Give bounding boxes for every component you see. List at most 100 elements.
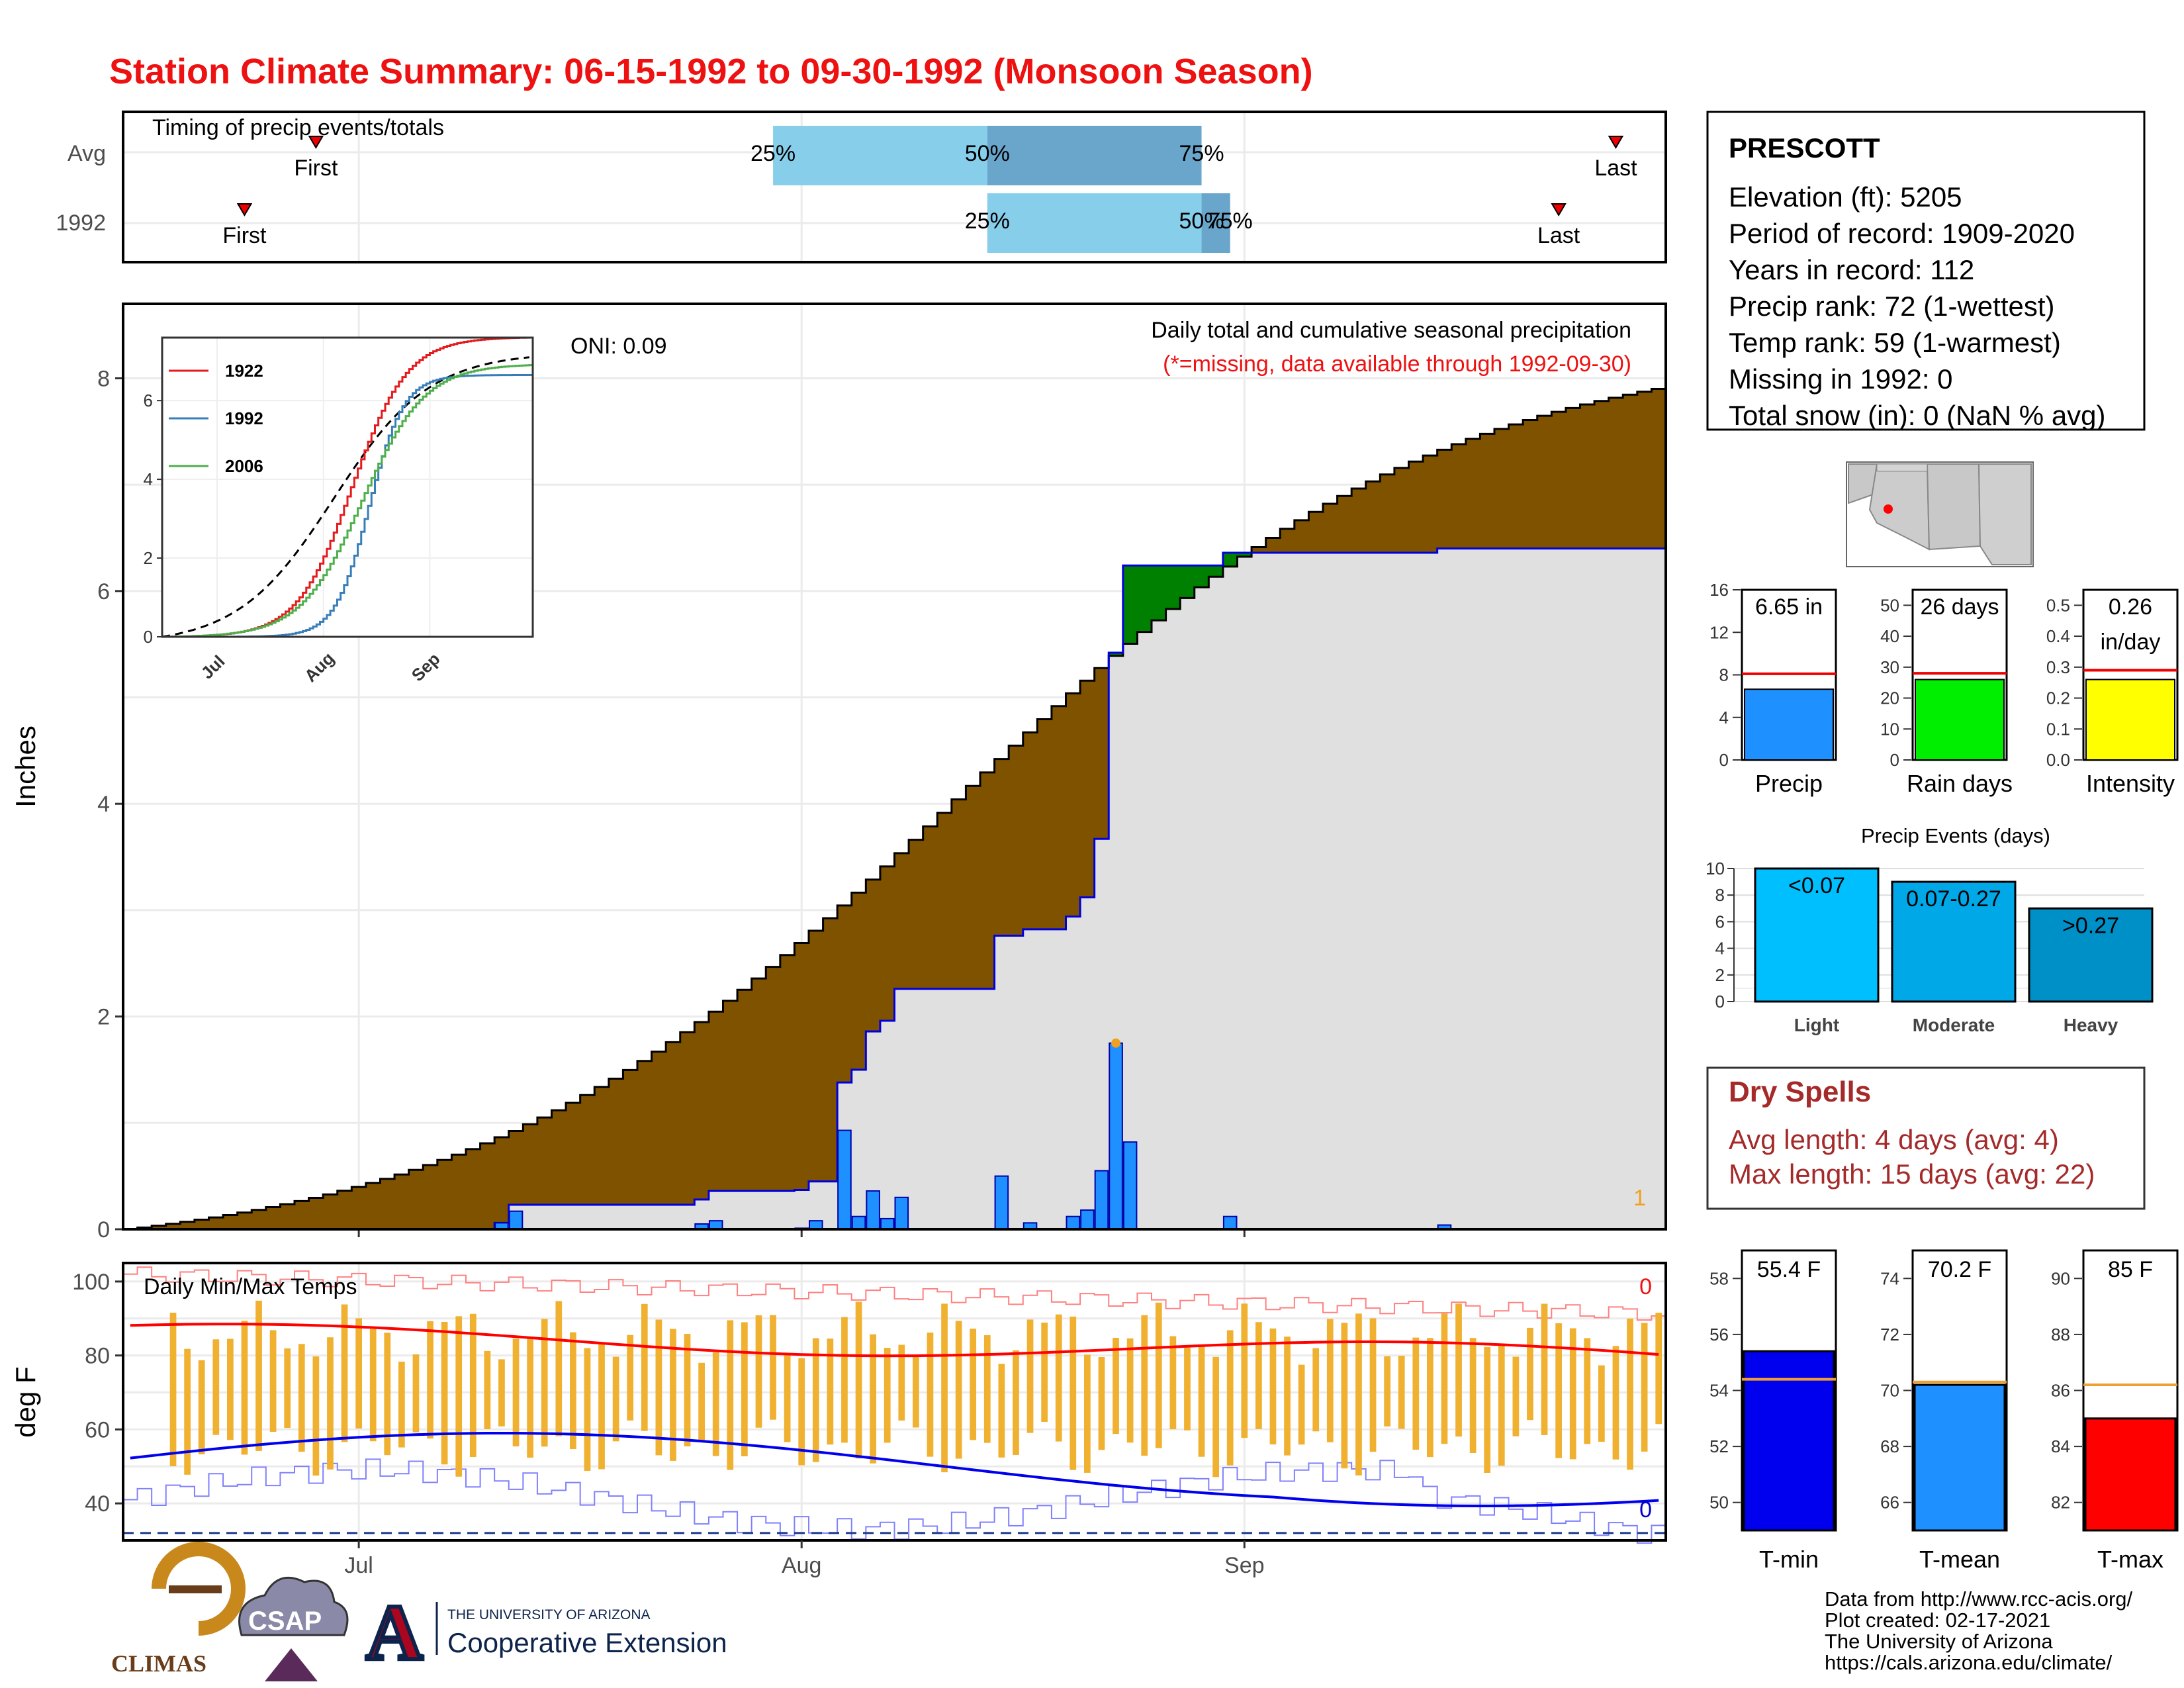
- daily-temp-bar-3: [169, 1313, 177, 1467]
- precip-ytick-label-2: 4: [97, 792, 110, 817]
- credit-line-created: Plot created: 02-17-2021: [1825, 1609, 2050, 1632]
- timing-bar-q50-q75-0: [987, 126, 1202, 185]
- daily-precip-bar-9: [880, 1217, 895, 1230]
- temp-summary-ytick-label-2-4: 90: [2051, 1268, 2070, 1288]
- daily-temp-bar-16: [355, 1318, 362, 1429]
- daily-temp-bar-28: [527, 1338, 533, 1458]
- ua-logo-letter: A: [366, 1588, 424, 1676]
- daily-temp-bar-26: [498, 1359, 505, 1427]
- daily-precip-bar-15: [1094, 1170, 1109, 1231]
- summary-ytick-label-2-4: 0.4: [2046, 626, 2070, 646]
- timing-quantile-label-1-2: 75%: [1208, 209, 1253, 234]
- summary-bar-panels: 0 4 8 12 16 6.65 in Precip 0 10 20 30 40 50 26 days Ra…: [1709, 580, 2179, 797]
- average-cumulative-line: [123, 388, 1666, 1231]
- daily-temp-bar-83: [1312, 1348, 1320, 1432]
- ua-logo: A THE UNIVERSITY OF ARIZONA Cooperative …: [361, 1586, 727, 1678]
- daily-temp-bar-95: [1484, 1346, 1491, 1473]
- daily-temp-bar-105: [1627, 1318, 1633, 1470]
- station-info-line-5: Missing in 1992: 0: [1729, 363, 1953, 395]
- daily-precip-bar-7: [851, 1215, 866, 1231]
- daily-temp-bar-73: [1169, 1336, 1177, 1430]
- summary-label-2: Intensity: [2086, 770, 2175, 797]
- precip-events-panel: Precip Events (days) 0 2 4 6 8 10 <0.07 Light 0.…: [1706, 824, 2154, 1035]
- summary-value-bar-2: [2085, 679, 2175, 761]
- daily-temp-bar-93: [1455, 1303, 1462, 1437]
- missing-note: (*=missing, data available through 1992-…: [1163, 352, 1631, 377]
- daily-precip-bar-6: [837, 1129, 852, 1230]
- daily-temp-bar-75: [1198, 1345, 1205, 1457]
- x-tick-label-2: Sep: [1224, 1553, 1265, 1578]
- events-ytick-label-5: 10: [1706, 859, 1725, 878]
- timing-panel-title: Timing of precip events/totals: [152, 115, 444, 140]
- tmax-count-label: 0: [1639, 1274, 1652, 1299]
- daily-temp-bar-47: [798, 1358, 805, 1466]
- station-box-frame: [1706, 111, 2146, 431]
- daily-temp-bar-107: [1655, 1313, 1662, 1425]
- map-new-mexico-shape: [1926, 463, 1981, 551]
- daily-temp-bar-51: [855, 1301, 862, 1459]
- temp-summary-ytick-label-0-0: 50: [1709, 1493, 1729, 1513]
- daily-temp-bar-63: [1026, 1319, 1034, 1433]
- daily-temp-bar-19: [398, 1362, 405, 1448]
- daily-temp-bar-60: [983, 1335, 991, 1443]
- daily-temp-bar-67: [1084, 1354, 1091, 1473]
- temp-summary-label-1: T-mean: [1919, 1546, 2000, 1573]
- summary-label-1: Rain days: [1907, 770, 2013, 797]
- logo-strip: CLIMAS CSAP A THE UNIVERSITY OF ARIZONA …: [111, 1542, 727, 1681]
- daily-temp-bar-42: [727, 1320, 734, 1470]
- daily-temp-bar-40: [698, 1362, 705, 1440]
- deficit-area: [137, 389, 1666, 1229]
- summary-ytick-label-1-2: 20: [1880, 688, 1899, 708]
- timing-quantile-label-0-2: 75%: [1179, 141, 1224, 166]
- daily-temp-bar-49: [827, 1338, 834, 1445]
- timing-bar-q25-q50-1: [987, 193, 1202, 253]
- average-max-line: [130, 1323, 1659, 1358]
- summary-ytick-label-0-2: 8: [1719, 665, 1729, 685]
- map-texas-shape: [1978, 463, 2032, 565]
- daily-temp-bar-89: [1398, 1356, 1405, 1429]
- x-tick-label-1: Aug: [782, 1553, 822, 1578]
- average-min-line: [130, 1431, 1659, 1507]
- events-ytick-label-0: 0: [1715, 992, 1725, 1011]
- observed-cumulative-area: [123, 548, 1666, 1229]
- station-info-line-2: Years in record: 112: [1729, 254, 1974, 285]
- oni-label: ONI: 0.09: [570, 334, 667, 359]
- ua-logo-small-text: THE UNIVERSITY OF ARIZONA: [447, 1607, 651, 1622]
- temp-y-label: deg F: [10, 1366, 41, 1437]
- events-category-2: Heavy: [2064, 1015, 2118, 1035]
- dry-spells-max: Max length: 15 days (avg: 22): [1729, 1158, 2095, 1190]
- temp-panel-title: Daily Min/Max Temps: [144, 1274, 357, 1299]
- temp-ytick-label-0: 40: [85, 1491, 110, 1517]
- daily-temp-bar-85: [1341, 1323, 1348, 1469]
- max-daily-marker: [1111, 1038, 1121, 1048]
- daily-temp-bar-14: [327, 1337, 334, 1470]
- precip-ytick-label-1: 2: [97, 1005, 110, 1030]
- daily-temp-bar-52: [870, 1334, 876, 1464]
- daily-temp-bar-45: [770, 1315, 776, 1420]
- daily-temp-bar-46: [784, 1352, 791, 1442]
- timing-quantile-label-0-0: 25%: [751, 141, 796, 166]
- csap-cloud-icon: [238, 1576, 349, 1636]
- daily-temp-bar-20: [412, 1354, 420, 1432]
- dry-spells-title: Dry Spells: [1729, 1076, 1871, 1108]
- inset-ytick-label-1: 2: [144, 548, 153, 568]
- daily-temp-bar-9: [255, 1300, 262, 1451]
- daily-temp-bar-10: [269, 1330, 277, 1432]
- daily-temp-bar-94: [1469, 1338, 1477, 1453]
- precip-y-label: Inches: [10, 726, 41, 808]
- inset-legend-label-2: 2006: [225, 456, 263, 476]
- daily-temp-bar-4: [184, 1348, 191, 1475]
- daily-precip-bar-18: [1222, 1215, 1238, 1231]
- timing-quantile-label-1-0: 25%: [965, 209, 1010, 234]
- daily-precip-bar-8: [866, 1190, 880, 1231]
- first-event-label-1: First: [222, 223, 267, 248]
- daily-temp-bar-43: [741, 1322, 748, 1456]
- ua-logo-box: [361, 1589, 428, 1662]
- daily-temp-bar-68: [1098, 1356, 1105, 1450]
- daily-temp-bar-71: [1141, 1315, 1148, 1456]
- daily-temp-bar-36: [641, 1303, 648, 1431]
- events-bar-1: [1891, 880, 2017, 1003]
- events-ytick-label-4: 8: [1715, 885, 1725, 905]
